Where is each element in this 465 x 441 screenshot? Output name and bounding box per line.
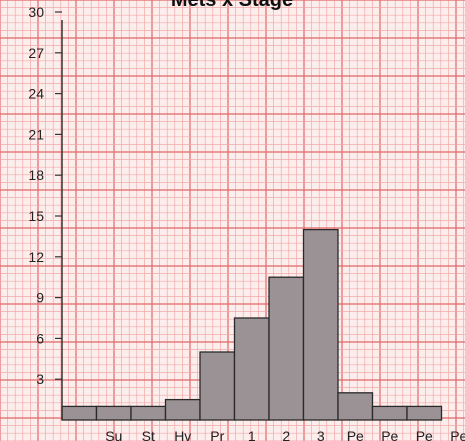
y-tick-label: 21: [28, 126, 44, 142]
chart-title: Mets x Stage: [171, 0, 293, 11]
x-tick-label: Pe: [347, 428, 364, 441]
y-tick-label: 15: [28, 208, 44, 224]
bar: [268, 276, 305, 421]
y-ticks: 3 6 9 12 15 18 21 24 27 30: [28, 4, 62, 387]
x-tick-label: 1: [248, 428, 256, 441]
bar: [130, 405, 167, 421]
x-tick-label: Pe: [416, 428, 433, 441]
x-tick-label: Pe: [450, 428, 465, 441]
bar: [371, 405, 408, 421]
x-tick-label: Pr: [210, 428, 224, 441]
x-tick-label: St: [142, 428, 155, 441]
bar: [337, 392, 374, 421]
y-tick-label: 30: [28, 4, 44, 20]
x-tick-labels: Su St Hv Pr 1 2 3 Pe Pe Pe Pe: [105, 428, 465, 441]
y-tick-label: 9: [36, 290, 44, 306]
y-tick-label: 12: [28, 249, 44, 265]
x-tick-label: Su: [105, 428, 122, 441]
bar: [199, 351, 236, 421]
bar: [95, 405, 132, 421]
bars: [61, 228, 443, 421]
bar: [406, 405, 443, 421]
y-tick-label: 18: [28, 167, 44, 183]
bar: [233, 317, 270, 421]
y-tick-label: 3: [36, 371, 44, 387]
x-tick-label: Hv: [174, 428, 191, 441]
bar: [302, 228, 339, 421]
bar: [61, 405, 98, 421]
x-tick-label: Pe: [381, 428, 398, 441]
bar: [164, 398, 201, 421]
y-tick-label: 6: [36, 330, 44, 346]
x-tick-label: 3: [317, 428, 325, 441]
y-tick-label: 27: [28, 45, 44, 61]
y-tick-label: 24: [28, 86, 44, 102]
x-tick-label: 2: [282, 428, 290, 441]
